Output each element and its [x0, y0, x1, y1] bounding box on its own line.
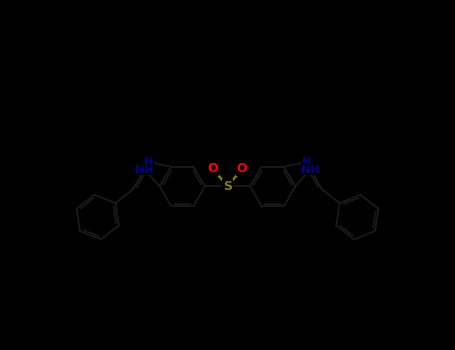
- Text: O: O: [207, 162, 218, 175]
- Text: N: N: [144, 157, 153, 167]
- Text: NH: NH: [135, 164, 154, 175]
- Text: S: S: [223, 180, 232, 193]
- Text: O: O: [237, 162, 248, 175]
- Text: N: N: [302, 157, 311, 167]
- Text: NH: NH: [301, 164, 320, 175]
